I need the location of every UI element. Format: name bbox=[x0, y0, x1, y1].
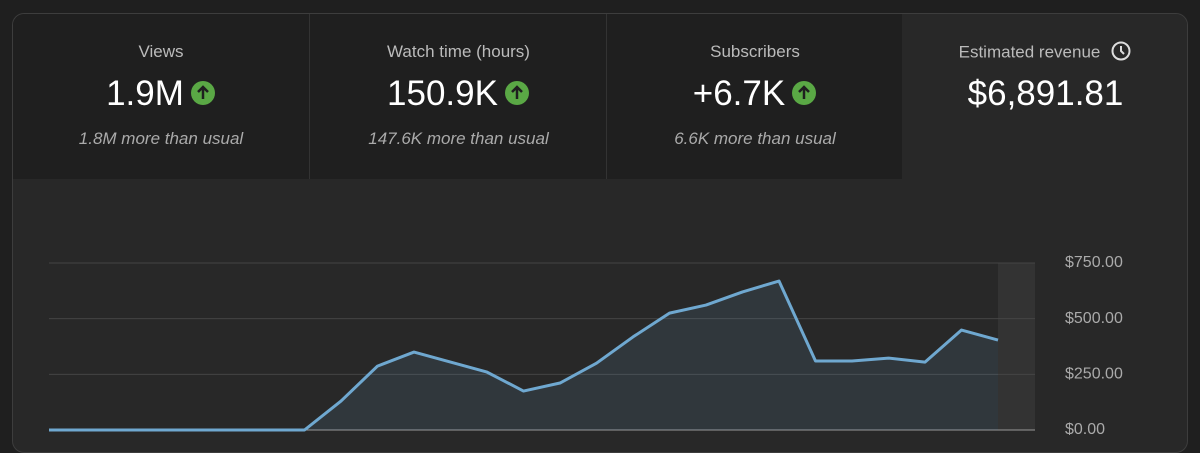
card-value: +6.7K bbox=[607, 74, 903, 114]
page: Views 1.9M 1.8M more than usual Watch ti… bbox=[12, 13, 1188, 453]
analytics-panel: Views 1.9M 1.8M more than usual Watch ti… bbox=[12, 13, 1188, 453]
card-label: Subscribers bbox=[710, 42, 800, 61]
label-text: Estimated revenue bbox=[958, 42, 1101, 62]
card-value: 150.9K bbox=[310, 74, 607, 114]
revenue-tab[interactable]: Estimated revenue $6,891.81 bbox=[902, 14, 1187, 179]
clock-icon[interactable] bbox=[1110, 40, 1132, 62]
card-note: 6.6K more than usual bbox=[674, 129, 836, 148]
card-label: Watch time (hours) bbox=[387, 42, 530, 61]
watch-time-tab[interactable]: Watch time (hours) 150.9K 147.6K more th… bbox=[309, 14, 607, 179]
card-note: 1.8M more than usual bbox=[78, 129, 244, 148]
card-note: 147.6K more than usual bbox=[368, 129, 549, 148]
value-text: +6.7K bbox=[692, 74, 786, 113]
value-text: 150.9K bbox=[387, 74, 498, 113]
up-icon bbox=[792, 80, 817, 105]
y-tick-label: $0.00 bbox=[1065, 421, 1105, 435]
chart: $0.00 $250.00 $500.00 $750.00 bbox=[49, 254, 1123, 435]
card-value: $6,891.81 bbox=[967, 74, 1124, 113]
card-value: 1.9M bbox=[13, 74, 309, 114]
value-text: 1.9M bbox=[106, 74, 184, 113]
subscribers-tab[interactable]: Subscribers +6.7K 6.6K more than usual bbox=[606, 14, 903, 179]
hover-band bbox=[998, 263, 1035, 430]
card-label: Estimated revenue bbox=[902, 40, 1187, 64]
area bbox=[49, 281, 998, 430]
up-icon bbox=[190, 80, 215, 105]
up-icon bbox=[504, 80, 529, 105]
views-tab[interactable]: Views 1.9M 1.8M more than usual bbox=[13, 14, 309, 179]
y-tick-label: $250.00 bbox=[1065, 366, 1123, 383]
card-label: Views bbox=[138, 42, 184, 61]
y-tick-label: $750.00 bbox=[1065, 254, 1123, 271]
line bbox=[49, 279, 999, 432]
y-tick-label: $500.00 bbox=[1065, 310, 1123, 327]
